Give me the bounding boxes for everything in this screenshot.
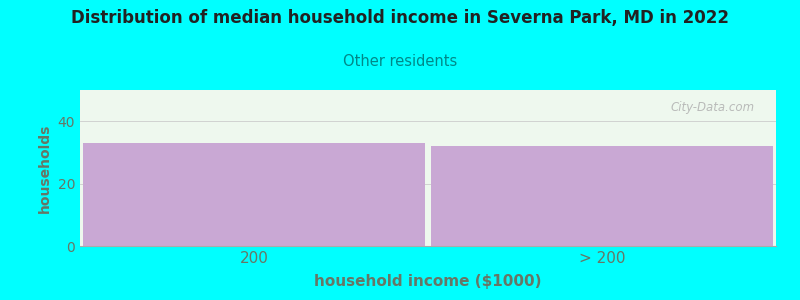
Text: City-Data.com: City-Data.com — [671, 101, 755, 114]
Y-axis label: households: households — [38, 123, 52, 213]
Text: Other residents: Other residents — [343, 54, 457, 69]
Text: Distribution of median household income in Severna Park, MD in 2022: Distribution of median household income … — [71, 9, 729, 27]
Bar — [83, 143, 425, 246]
X-axis label: household income ($1000): household income ($1000) — [314, 274, 542, 289]
Bar — [431, 146, 773, 246]
